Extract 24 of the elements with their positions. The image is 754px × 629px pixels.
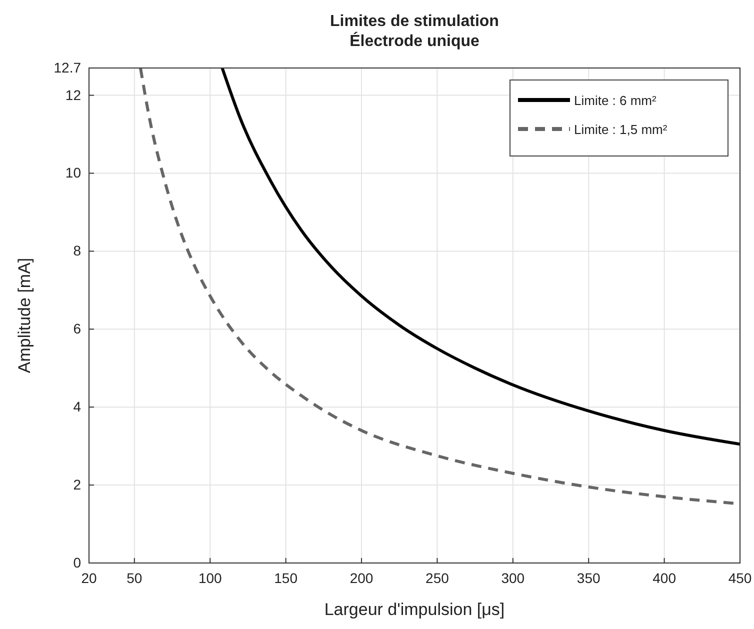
y-tick-label: 6 xyxy=(73,320,82,337)
x-tick-label: 250 xyxy=(426,570,450,586)
y-tick-label: 8 xyxy=(73,242,82,259)
x-axis-title: Largeur d'impulsion [μs] xyxy=(324,600,505,619)
y-tick-label: 0 xyxy=(73,554,82,570)
y-tick-label: 4 xyxy=(73,398,82,415)
y-axis-title: Amplitude [mA] xyxy=(15,258,34,374)
x-tick-label: 350 xyxy=(576,570,600,586)
x-tick-label: 400 xyxy=(652,570,676,586)
x-tick-label: 150 xyxy=(274,570,298,586)
x-tick-label: 20 xyxy=(81,570,97,586)
legend-label: Limite : 6 mm² xyxy=(574,93,658,108)
chart-title: Limites de stimulation Électrode unique xyxy=(330,13,499,50)
y-tick-label: 10 xyxy=(65,164,82,181)
y-tick-label: 12 xyxy=(65,86,82,103)
y-tick-label: 12.7 xyxy=(54,59,82,76)
x-tick-label: 50 xyxy=(126,570,142,586)
x-tick-label: 450 xyxy=(728,570,752,586)
line-series xyxy=(220,68,740,446)
x-tick-label: 100 xyxy=(198,570,222,586)
x-tick-label: 300 xyxy=(501,570,525,586)
legend-label: Limite : 1,5 mm² xyxy=(574,122,668,137)
x-tick-label: 200 xyxy=(350,570,374,586)
y-tick-label: 2 xyxy=(73,476,82,493)
